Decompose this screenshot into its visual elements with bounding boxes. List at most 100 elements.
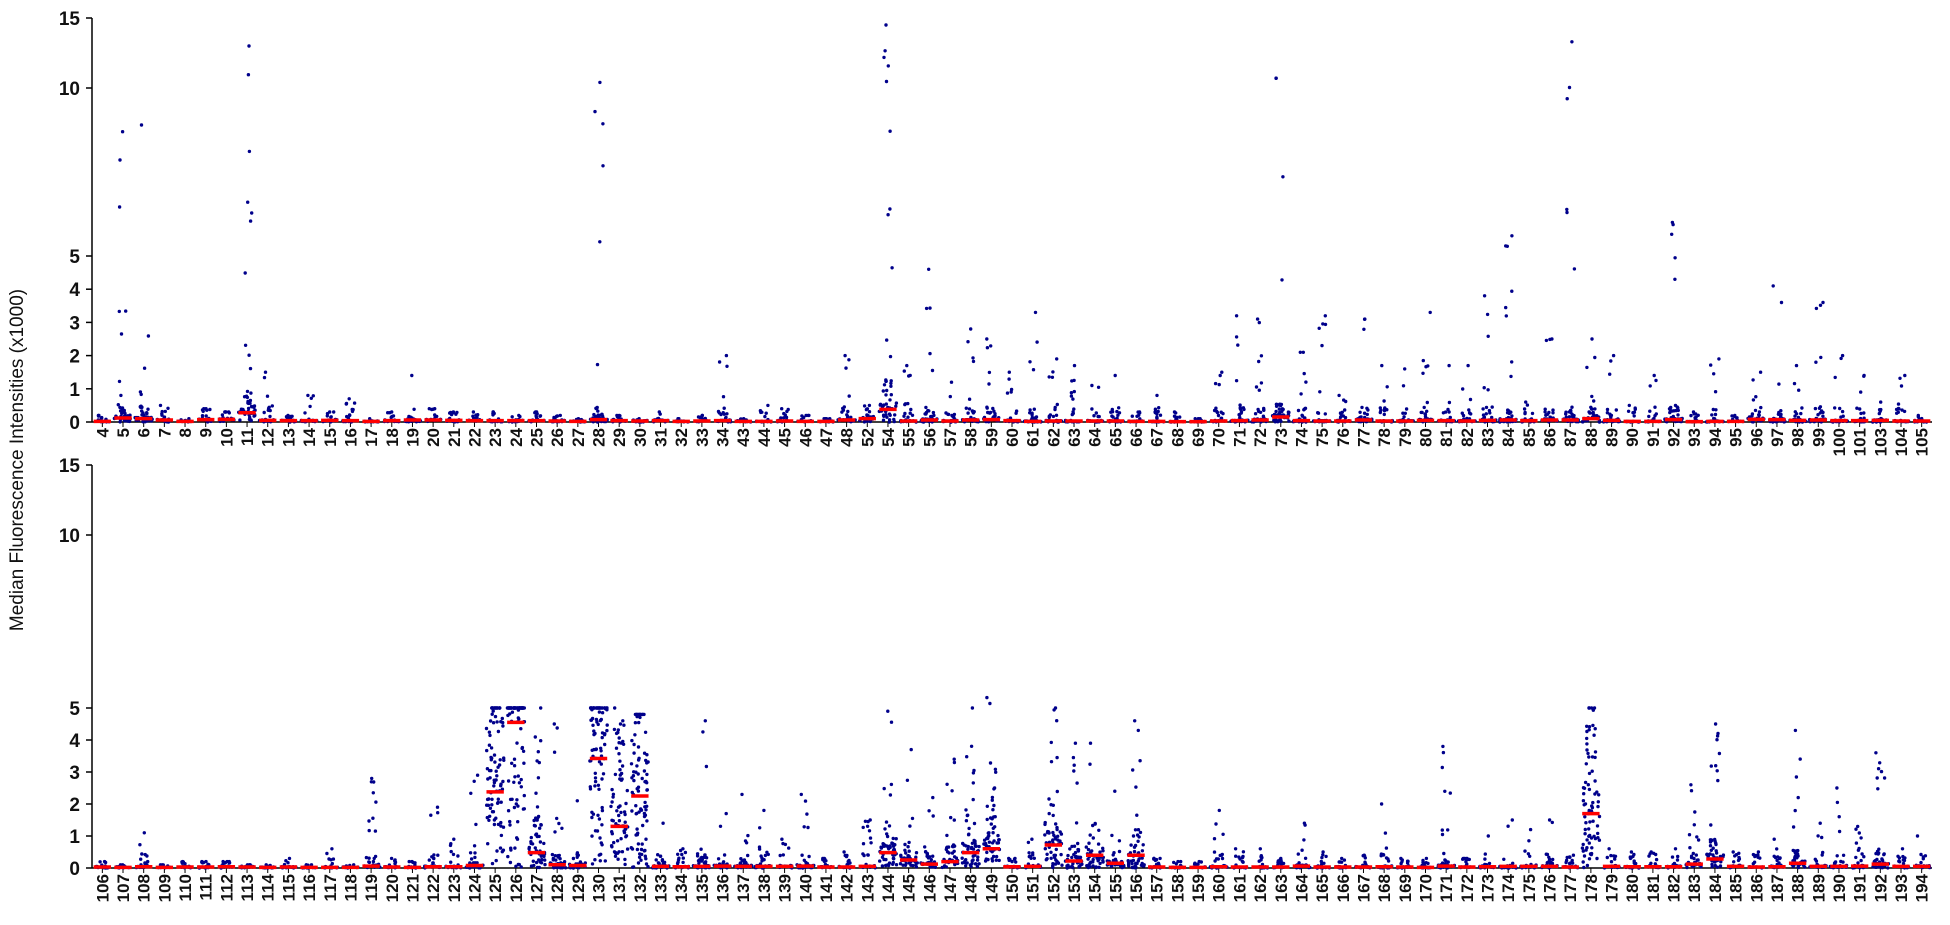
data-point — [842, 850, 845, 853]
data-point — [124, 309, 127, 312]
x-tick-label: 177 — [1561, 874, 1580, 902]
data-point — [890, 266, 893, 269]
x-tick-label: 77 — [1354, 428, 1373, 447]
data-point — [908, 824, 911, 827]
data-point — [640, 853, 643, 856]
data-point — [1007, 857, 1010, 860]
data-point — [1627, 410, 1630, 413]
data-point — [760, 411, 763, 414]
data-point — [1505, 314, 1508, 317]
data-point — [878, 859, 881, 862]
x-tick-label: 112 — [217, 874, 236, 901]
data-point — [953, 413, 956, 416]
data-point — [725, 365, 728, 368]
data-point — [1444, 410, 1447, 413]
data-point — [985, 844, 988, 847]
data-point — [159, 404, 162, 407]
y-tick-label: 3 — [69, 763, 80, 784]
data-point — [895, 837, 898, 840]
data-point — [903, 849, 906, 852]
data-point — [1281, 175, 1284, 178]
data-point — [895, 863, 898, 866]
data-point — [1425, 857, 1428, 860]
data-point — [989, 411, 992, 414]
x-tick-label: 65 — [1106, 428, 1125, 447]
data-point — [1544, 408, 1547, 411]
data-point — [637, 772, 640, 775]
x-tick-label: 109 — [155, 874, 174, 902]
data-point — [906, 779, 909, 782]
data-point — [890, 379, 893, 382]
data-point — [1449, 791, 1452, 794]
data-point — [471, 415, 474, 418]
x-tick-label: 17 — [362, 428, 381, 447]
data-point — [1712, 372, 1715, 375]
data-point — [436, 854, 439, 857]
data-point — [923, 412, 926, 415]
data-point — [390, 415, 393, 418]
data-point — [1490, 416, 1493, 419]
data-point — [104, 861, 107, 864]
data-point — [529, 842, 532, 845]
data-point — [1010, 390, 1013, 393]
data-point — [432, 861, 435, 864]
x-tick-label: 62 — [1044, 428, 1063, 447]
y-tick-label: 2 — [69, 795, 80, 816]
data-point — [1855, 407, 1858, 410]
data-point — [1234, 855, 1237, 858]
data-point — [886, 835, 889, 838]
data-point — [1571, 859, 1574, 862]
data-point — [1446, 828, 1449, 831]
data-point — [516, 820, 519, 823]
x-tick-label: 140 — [796, 874, 815, 902]
data-point — [532, 860, 535, 863]
x-tick-label: 12 — [259, 428, 278, 447]
x-tick-label: 16 — [341, 428, 360, 447]
data-point — [995, 859, 998, 862]
data-point — [1593, 779, 1596, 782]
data-point — [1260, 854, 1263, 857]
data-point — [968, 398, 971, 401]
data-point — [868, 404, 871, 407]
data-point — [645, 805, 648, 808]
data-point — [1287, 410, 1290, 413]
data-point — [630, 762, 633, 765]
data-point — [1101, 849, 1104, 852]
data-point — [491, 810, 494, 813]
data-point — [247, 407, 250, 410]
data-point — [1055, 828, 1058, 831]
data-point — [787, 846, 790, 849]
data-point — [953, 761, 956, 764]
x-tick-label: 11 — [238, 428, 257, 446]
data-point — [1588, 820, 1591, 823]
x-tick-label: 160 — [1210, 874, 1229, 902]
data-point — [924, 406, 927, 409]
data-point — [495, 774, 498, 777]
data-point — [247, 44, 250, 47]
x-tick-label: 74 — [1292, 427, 1311, 446]
data-point — [1386, 385, 1389, 388]
data-point — [1570, 40, 1573, 43]
data-point — [252, 406, 255, 409]
data-point — [1337, 394, 1340, 397]
data-point — [143, 861, 146, 864]
x-tick-label: 54 — [879, 427, 898, 446]
data-point — [1279, 420, 1282, 423]
data-point — [1060, 864, 1063, 867]
data-point — [1027, 841, 1030, 844]
data-point — [1028, 855, 1031, 858]
data-point — [803, 859, 806, 862]
data-point — [502, 849, 505, 852]
data-point — [247, 73, 250, 76]
data-point — [1302, 408, 1305, 411]
data-point — [1486, 388, 1489, 391]
data-point — [1834, 376, 1837, 379]
data-point — [244, 344, 247, 347]
data-point — [632, 779, 635, 782]
data-point — [268, 406, 271, 409]
data-point — [246, 390, 249, 393]
data-point — [1587, 755, 1590, 758]
data-point — [1221, 857, 1224, 860]
data-point — [1051, 370, 1054, 373]
